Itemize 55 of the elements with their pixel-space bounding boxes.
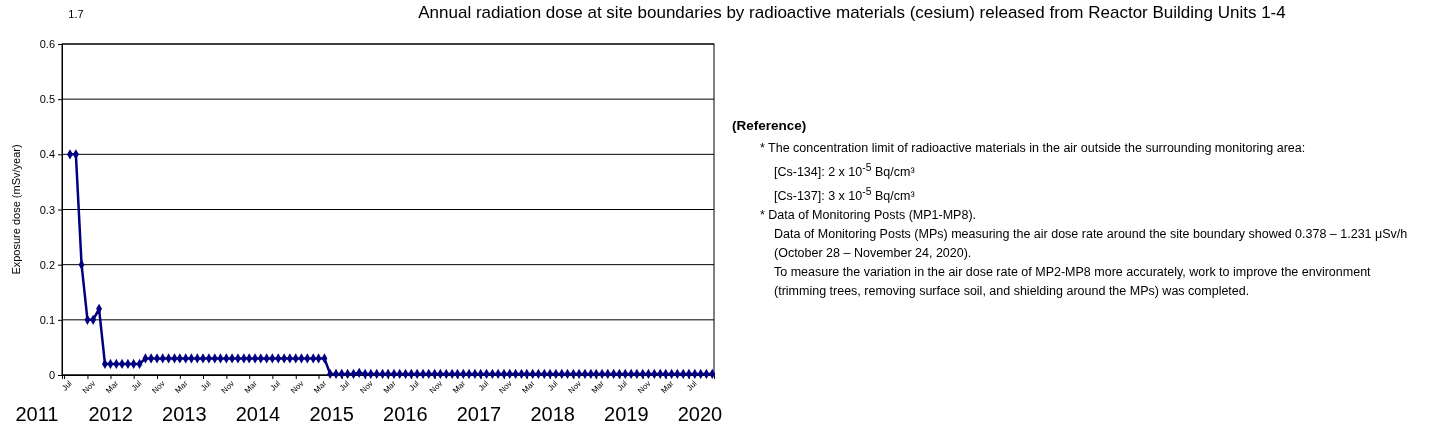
x-tick-label: Jul [199, 378, 213, 393]
x-tick-label: Mar [381, 378, 399, 396]
x-tick-label: Nov [80, 378, 98, 396]
text: 2020 [677, 403, 723, 425]
text: 2013 [162, 403, 207, 425]
x-tick-label: Mar [520, 378, 537, 396]
x-tick-label: Jul [476, 378, 491, 393]
x-tick-label: Mar [104, 378, 121, 396]
text: 2019 [604, 403, 649, 425]
text: [Cs-134]: 2 x 10$^{-5}$ Bq/cm³ [773, 161, 916, 182]
text: 2011 [15, 403, 59, 425]
text: 2015 [309, 403, 354, 425]
text: To measure the variation in the air dose rate of MP2-MP8 more accurately, work to improve the environment (trimming trees, removing surface soil, and shielding around the MPs) was completed. [773, 264, 1372, 301]
x-tick-label: Mar [659, 378, 676, 396]
text: 2016 [383, 403, 428, 425]
x-tick-label: Jul [546, 378, 560, 393]
x-tick-label: Mar [242, 378, 260, 396]
x-tick-label: Jul [685, 378, 699, 393]
x-tick-label: Jul [268, 378, 283, 393]
y-tick-label: 0.4 [39, 148, 55, 161]
x-tick-label: Nov [636, 378, 653, 396]
x-tick-label: Nov [289, 378, 306, 396]
text: 2017 [456, 403, 502, 425]
x-tick-label: Jul [615, 378, 630, 393]
x-tick-label: Mar [589, 378, 607, 396]
text: 2014 [235, 403, 281, 425]
y-tick-label: 0.1 [39, 313, 55, 326]
y-tick-label: 0 [48, 369, 55, 382]
y-axis-title: Exposure dose (mSv/year) [10, 144, 22, 275]
x-tick-label: Nov [566, 378, 584, 396]
x-tick-label: Jul [60, 378, 74, 393]
text: [Cs-137]: 3 x 10$^{-5}$ Bq/cm³ [773, 185, 916, 206]
x-tick-label: Jul [129, 378, 144, 393]
text: 2018 [530, 403, 575, 425]
text: (Reference) [732, 117, 808, 135]
x-tick-label: Nov [150, 378, 167, 396]
text: 1.7 [68, 8, 84, 20]
y-tick-label: 0.5 [39, 93, 55, 106]
x-tick-label: Mar [173, 378, 190, 396]
x-tick-label: Mar [451, 378, 468, 396]
text: Annual radiation dose at site boundaries by radioactive materials (cesium) released from Reactor Building Units 1-4 [418, 3, 1286, 22]
text: 2012 [88, 403, 133, 425]
x-tick-label: Nov [219, 378, 237, 396]
x-tick-label: Nov [427, 378, 445, 396]
text: Data of Monitoring Posts (MPs) measuring the air dose rate around the site boundary showed 0.378 – 1.231 μSv/h (October 28 – November 24, 2020). [773, 226, 1409, 263]
y-tick-label: 0.6 [39, 38, 55, 51]
x-tick-label: Jul [337, 378, 352, 393]
x-tick-label: Nov [497, 378, 514, 396]
x-tick-label: Nov [358, 378, 375, 396]
text: * Data of Monitoring Posts (MP1-MP8). [759, 207, 978, 225]
x-tick-label: Jul [407, 378, 422, 393]
text: * The concentration limit of radioactive materials in the air outside the surrounding monitoring area: [759, 140, 1307, 157]
x-tick-label: Mar [312, 378, 329, 396]
y-tick-label: 0.2 [39, 258, 55, 271]
y-tick-label: 0.3 [39, 203, 55, 216]
